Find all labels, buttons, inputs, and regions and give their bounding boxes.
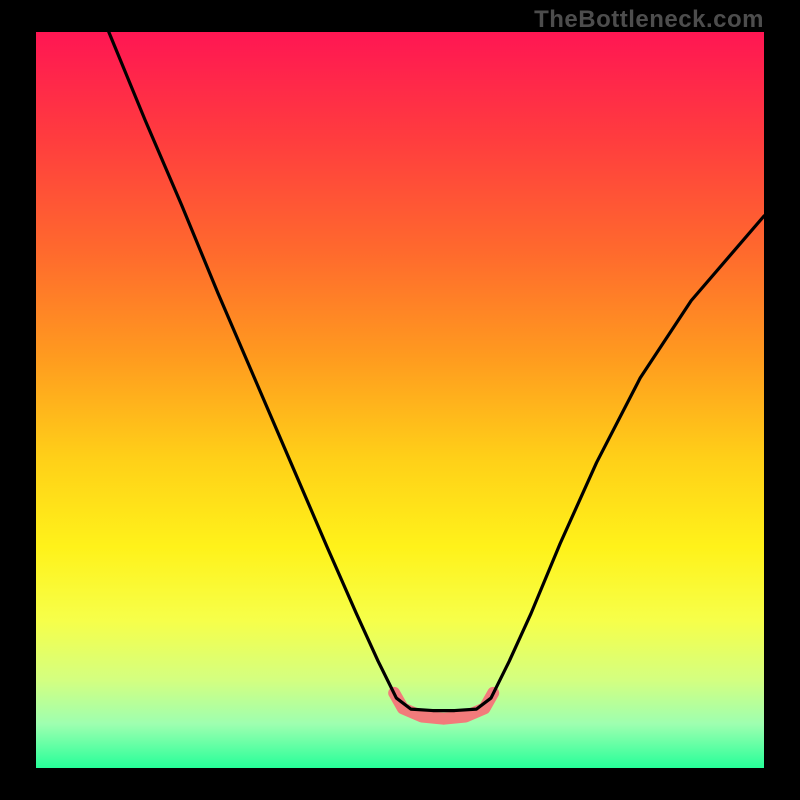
watermark-text: TheBottleneck.com (534, 6, 764, 34)
chart-root: TheBottleneck.com (0, 0, 800, 800)
curve-layer (36, 32, 764, 768)
gradient-background (36, 32, 764, 768)
plot-area (36, 32, 764, 768)
